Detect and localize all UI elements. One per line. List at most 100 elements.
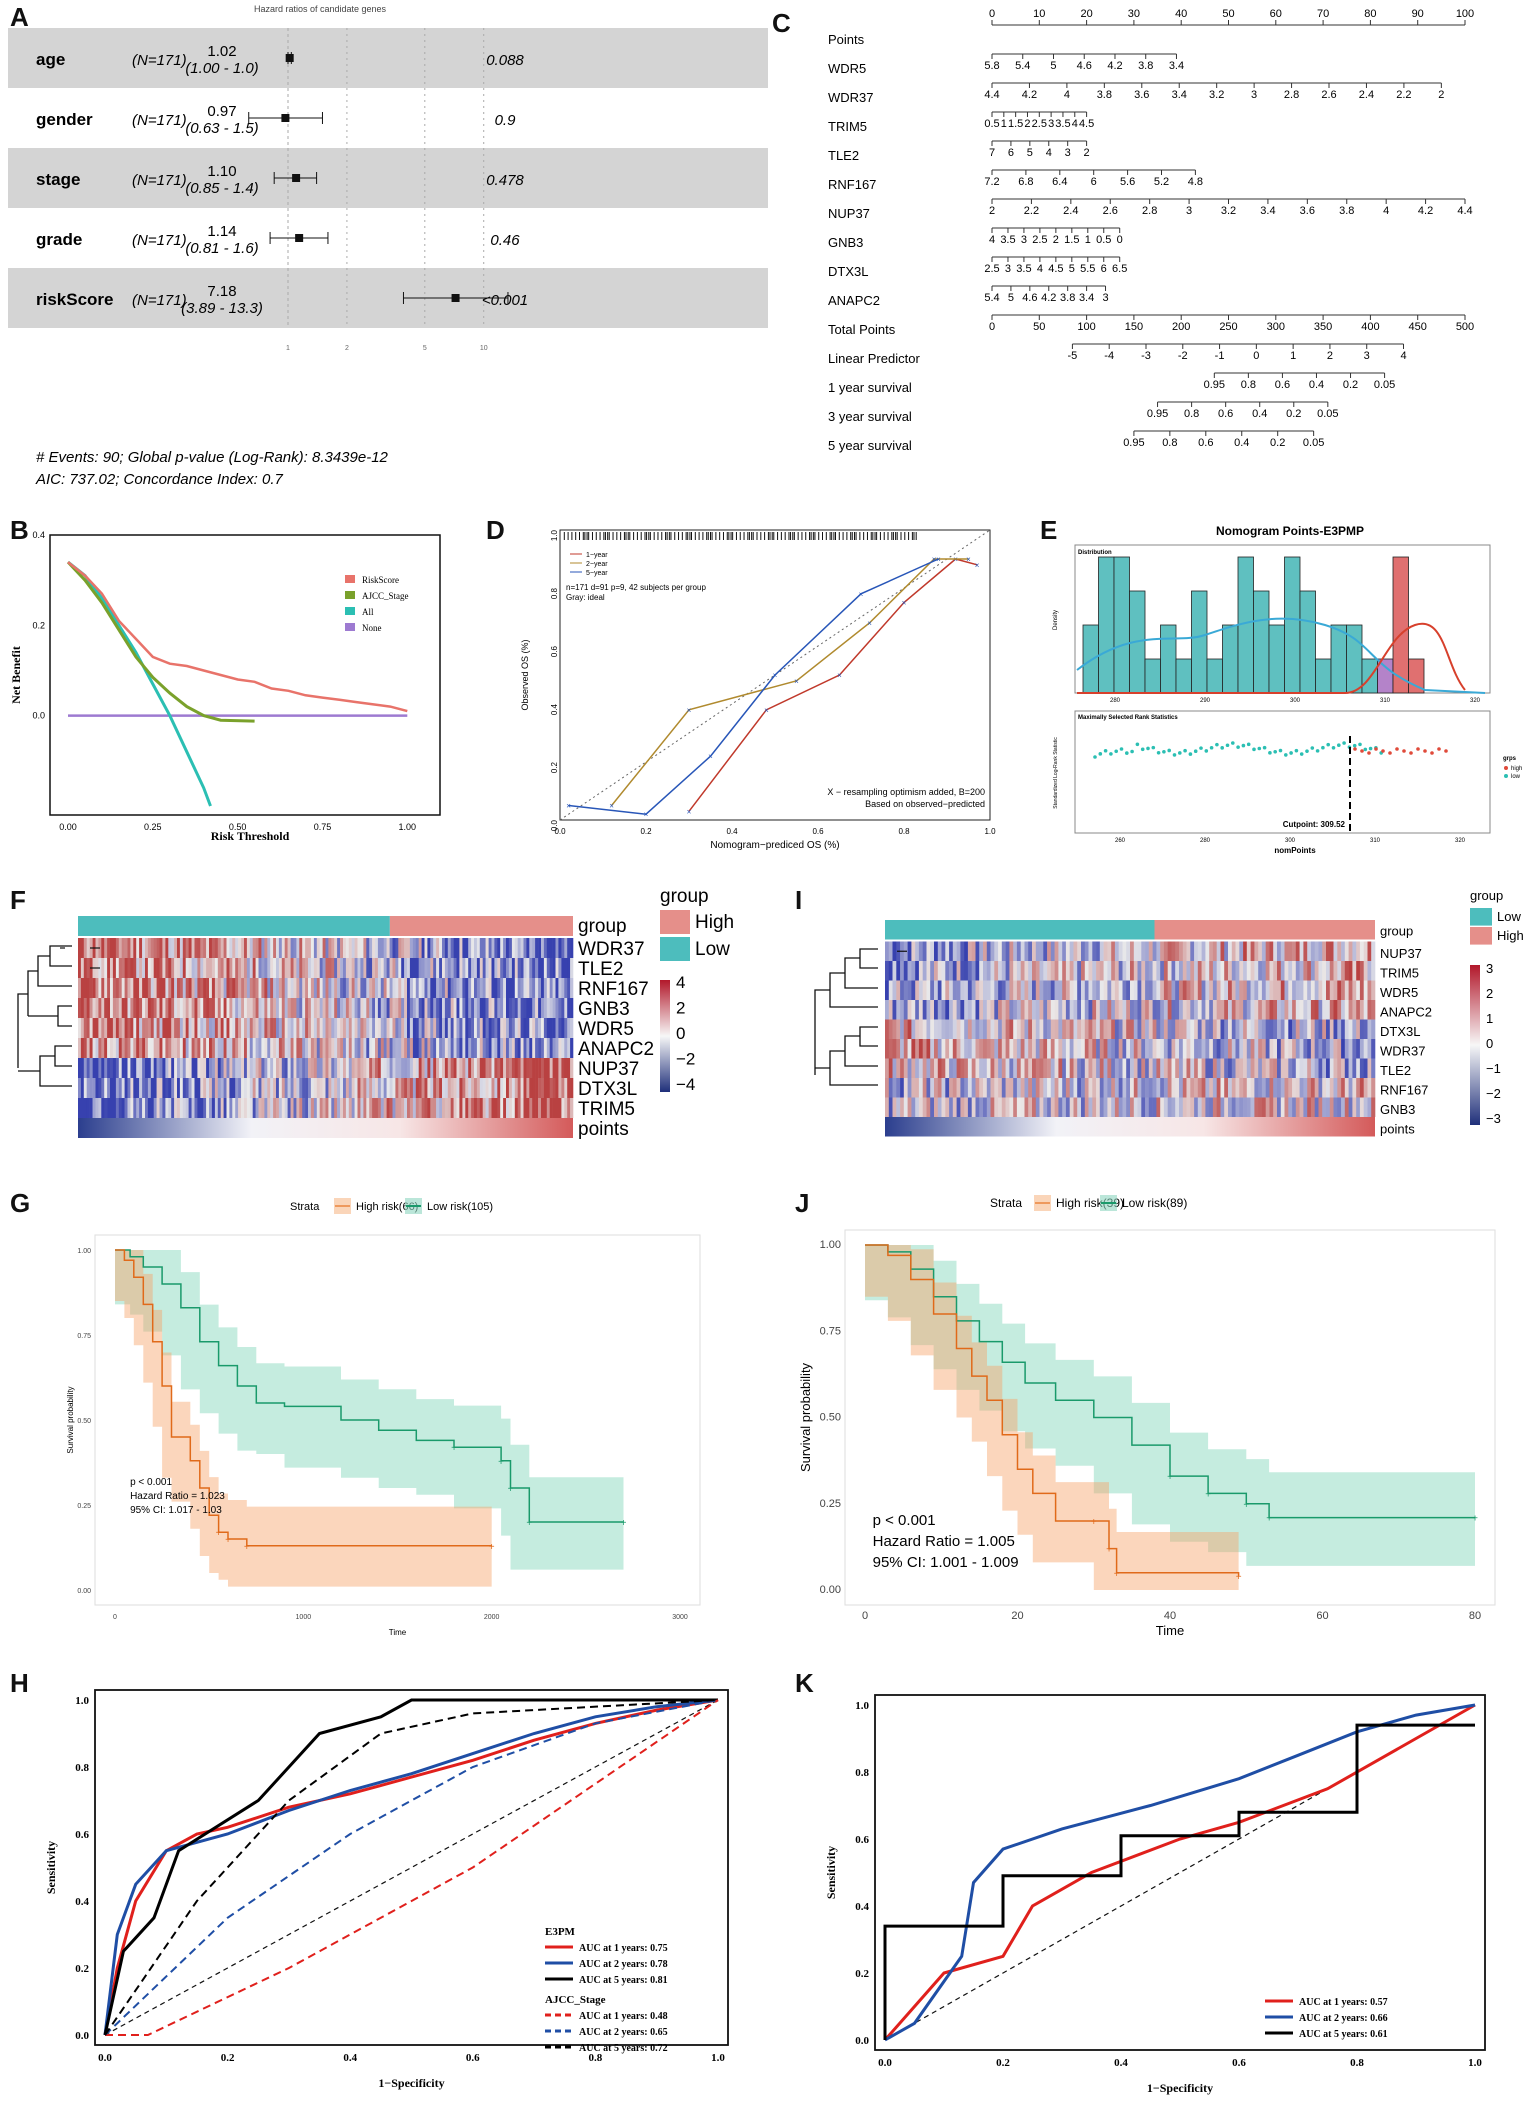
heatmap-cell bbox=[1261, 1097, 1266, 1117]
heatmap-cell bbox=[1005, 980, 1010, 1000]
heatmap-cell bbox=[514, 1058, 518, 1078]
nomogram-tick-label: 70 bbox=[1317, 8, 1329, 20]
heatmap-cell bbox=[1359, 1078, 1364, 1098]
dca-frame bbox=[49, 534, 441, 816]
heatmap-cell bbox=[491, 938, 495, 958]
heatmap-cell bbox=[203, 1018, 207, 1038]
heatmap-cell bbox=[1280, 1019, 1285, 1039]
heatmap-cell bbox=[188, 998, 192, 1018]
heatmap-cell bbox=[1269, 1078, 1274, 1098]
forest-ci-label: (0.81 - 1.6) bbox=[185, 240, 258, 257]
heatmap-cell bbox=[1371, 1000, 1376, 1020]
heatmap-cell bbox=[532, 1078, 536, 1098]
heatmap-cell bbox=[471, 1018, 475, 1038]
heatmap-cell bbox=[1265, 1019, 1270, 1039]
heatmap-cell bbox=[145, 958, 149, 978]
heatmap-cell bbox=[1032, 1000, 1037, 1020]
roc-legend-title: E3PM bbox=[545, 1926, 576, 1938]
heatmap-cell bbox=[211, 938, 216, 958]
heatmap-cell bbox=[290, 1098, 294, 1118]
heatmap-cell bbox=[372, 1018, 376, 1038]
heatmap-cell bbox=[1111, 1097, 1116, 1117]
heatmap-cell bbox=[211, 1018, 216, 1038]
heatmap-cell bbox=[1062, 1078, 1067, 1098]
heatmap-cell bbox=[1099, 941, 1104, 961]
heatmap-cell bbox=[1235, 941, 1240, 961]
heatmap-cell bbox=[1088, 980, 1093, 1000]
heatmap-cell bbox=[1310, 1000, 1315, 1020]
heatmap-cell bbox=[967, 1019, 972, 1039]
heatmap-cell bbox=[1201, 941, 1206, 961]
heatmap-cell bbox=[1047, 1000, 1052, 1020]
heatmap-cell bbox=[888, 1000, 893, 1020]
heatmap-cell bbox=[1310, 1058, 1315, 1078]
heatmap-cell bbox=[529, 1018, 533, 1038]
cut-ylabel1: Density bbox=[1053, 610, 1059, 630]
heatmap-cell bbox=[427, 1078, 431, 1098]
heatmap-cell bbox=[313, 958, 318, 978]
heatmap-cell bbox=[1160, 1019, 1165, 1039]
heatmap-cell bbox=[1175, 980, 1180, 1000]
heatmap-cell bbox=[249, 938, 253, 958]
heatmap-cell bbox=[334, 958, 338, 978]
heatmap-cell bbox=[296, 978, 300, 998]
heatmap-gene-label: NUP37 bbox=[1380, 946, 1422, 961]
heatmap-cell bbox=[1212, 1058, 1217, 1078]
heatmap-cell bbox=[101, 978, 105, 998]
heatmap-cell bbox=[549, 1098, 553, 1118]
heatmap-cell bbox=[226, 1078, 230, 1098]
heatmap-cell bbox=[264, 938, 268, 958]
heatmap-cell bbox=[203, 1078, 207, 1098]
heatmap-cell bbox=[270, 1098, 274, 1118]
heatmap-cell bbox=[316, 1058, 320, 1078]
heatmap-cell bbox=[270, 1018, 274, 1038]
heatmap-cell bbox=[1156, 1019, 1161, 1039]
heatmap-cell bbox=[101, 1078, 105, 1098]
dca-xtick: 0.75 bbox=[314, 822, 332, 832]
heatmap-cell bbox=[1337, 1097, 1342, 1117]
heatmap-cell bbox=[546, 958, 550, 978]
heatmap-cell bbox=[229, 958, 233, 978]
heatmap-cell bbox=[1209, 1058, 1214, 1078]
heatmap-cell bbox=[276, 1038, 280, 1058]
roc-frame bbox=[874, 1694, 1486, 2051]
heatmap-cell bbox=[1103, 941, 1108, 961]
heatmap-cell bbox=[922, 1097, 927, 1117]
heatmap-cell bbox=[514, 998, 518, 1018]
heatmap-cell bbox=[1032, 941, 1037, 961]
heatmap-cell bbox=[523, 1058, 527, 1078]
heatmap-cell bbox=[261, 1038, 265, 1058]
heatmap-cell bbox=[252, 978, 256, 998]
heatmap-cell bbox=[994, 1000, 999, 1020]
heatmap-cell bbox=[1254, 1000, 1259, 1020]
heatmap-cell bbox=[235, 1078, 239, 1098]
heatmap-cell bbox=[383, 958, 387, 978]
heatmap-cell bbox=[1107, 1019, 1112, 1039]
heatmap-cell bbox=[98, 1058, 102, 1078]
heatmap-cell bbox=[1209, 1039, 1214, 1059]
km-censor-low: + bbox=[526, 1518, 532, 1529]
heatmap-cell bbox=[78, 978, 82, 998]
heatmap-cell bbox=[1137, 1097, 1142, 1117]
heatmap-cell bbox=[1054, 1097, 1059, 1117]
heatmap-cell bbox=[1001, 980, 1006, 1000]
heatmap-cell bbox=[1197, 980, 1202, 1000]
heatmap-cell bbox=[267, 938, 271, 958]
heatmap-cell bbox=[485, 978, 489, 998]
heatmap-cell bbox=[322, 938, 326, 958]
nomogram-row-label: 5 year survival bbox=[828, 438, 912, 453]
heatmap-cell bbox=[354, 998, 358, 1018]
heatmap-cell bbox=[1250, 961, 1255, 981]
heatmap-cell bbox=[203, 958, 207, 978]
heatmap-cell bbox=[316, 1078, 320, 1098]
heatmap-cell bbox=[1246, 1058, 1251, 1078]
heatmap-cell bbox=[177, 938, 181, 958]
heatmap-cell bbox=[532, 1058, 536, 1078]
heatmap-cell bbox=[1231, 941, 1236, 961]
heatmap-cell bbox=[1039, 1058, 1044, 1078]
heatmap-gene-label: ANAPC2 bbox=[1380, 1005, 1432, 1020]
heatmap-cell bbox=[302, 1098, 306, 1118]
heatmap-cell bbox=[532, 1018, 536, 1038]
heatmap-cell bbox=[494, 978, 498, 998]
heatmap-cell bbox=[310, 978, 315, 998]
